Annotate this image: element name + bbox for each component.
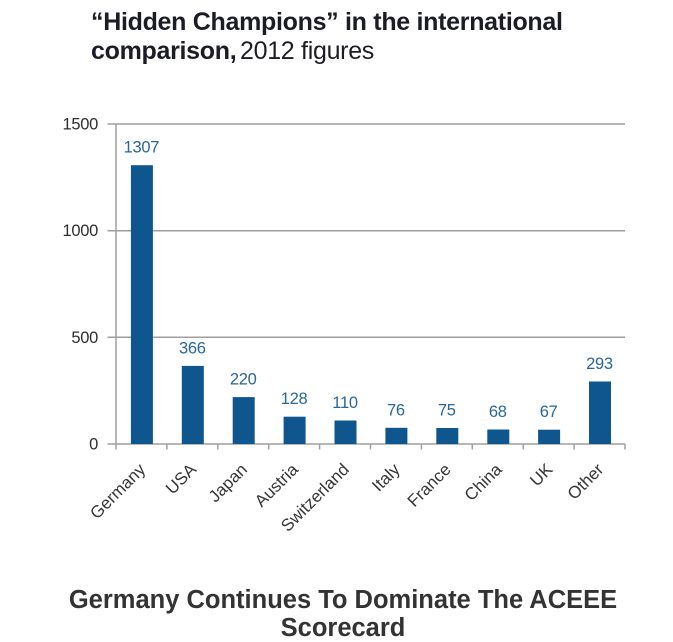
svg-text:UK: UK (526, 459, 557, 490)
svg-text:1307: 1307 (124, 139, 160, 157)
svg-text:500: 500 (71, 329, 98, 347)
svg-text:366: 366 (179, 339, 206, 357)
svg-text:France: France (404, 460, 455, 511)
svg-text:75: 75 (438, 402, 456, 420)
svg-text:293: 293 (586, 355, 613, 373)
svg-text:76: 76 (387, 401, 405, 419)
svg-text:Germany: Germany (86, 460, 149, 523)
svg-text:Italy: Italy (368, 460, 404, 496)
svg-text:220: 220 (230, 371, 257, 389)
svg-text:1500: 1500 (62, 116, 98, 134)
svg-text:Other: Other (564, 460, 608, 504)
svg-text:0: 0 (89, 436, 98, 454)
svg-text:China: China (461, 460, 506, 505)
svg-text:1000: 1000 (62, 222, 98, 240)
svg-text:USA: USA (162, 459, 201, 498)
svg-text:128: 128 (281, 390, 308, 408)
svg-text:Austria: Austria (251, 460, 302, 511)
svg-text:68: 68 (489, 403, 507, 421)
svg-text:Japan: Japan (205, 460, 251, 506)
svg-text:67: 67 (540, 403, 558, 421)
svg-text:110: 110 (332, 394, 358, 412)
